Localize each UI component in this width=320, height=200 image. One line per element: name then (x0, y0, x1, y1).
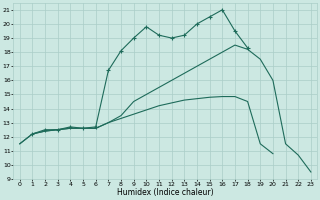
X-axis label: Humidex (Indice chaleur): Humidex (Indice chaleur) (117, 188, 214, 197)
